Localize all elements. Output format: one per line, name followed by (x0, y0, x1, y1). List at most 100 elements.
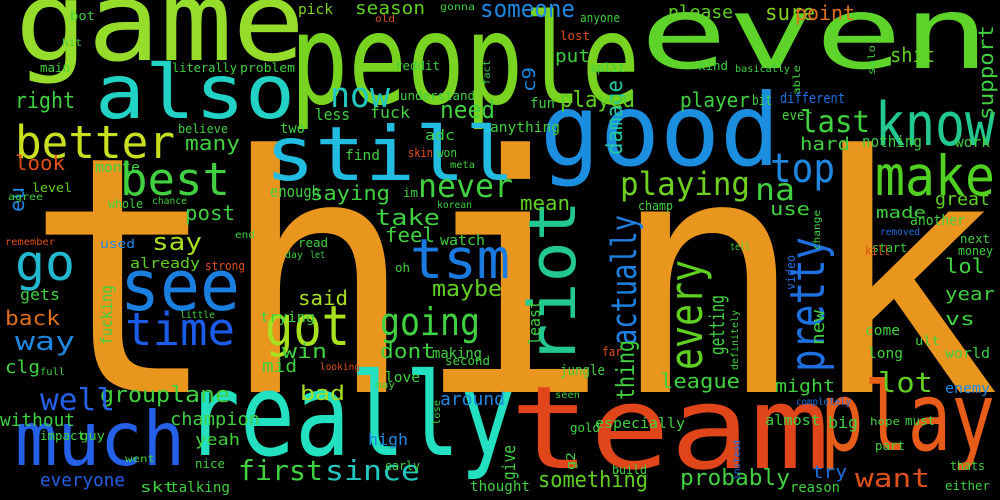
word: take (375, 206, 440, 231)
word: removed (880, 227, 920, 238)
word: basically (735, 64, 790, 75)
word: big (828, 413, 858, 432)
word: c9 (519, 67, 540, 92)
word: might (775, 376, 835, 397)
word: also (95, 48, 295, 136)
word: impact (40, 429, 85, 443)
word: last (800, 105, 870, 140)
word: actually (605, 215, 645, 345)
word: thats (950, 459, 985, 473)
word: never (418, 167, 513, 205)
word: want (855, 464, 930, 494)
word: still (265, 110, 515, 198)
word: lost (560, 29, 590, 43)
word: mean (520, 191, 570, 215)
word: enemy (945, 381, 990, 397)
word: least (525, 300, 544, 345)
word: think (25, 86, 1000, 470)
word: let (310, 250, 325, 261)
word: change (812, 210, 823, 250)
word: play (820, 363, 995, 473)
word: even (640, 0, 990, 92)
word: watch (440, 233, 485, 249)
word: mid (262, 356, 297, 377)
word: won (437, 146, 457, 160)
word: old (375, 14, 395, 25)
word: champion (170, 409, 260, 430)
word: gets (20, 285, 60, 304)
word: first (238, 454, 323, 487)
word: nice (195, 457, 225, 471)
word: little (180, 310, 215, 321)
word: since (325, 454, 420, 487)
word: split (590, 61, 625, 75)
word: oh (395, 261, 410, 275)
word: high (368, 430, 408, 449)
word: hit (62, 38, 82, 49)
word: early (385, 459, 420, 473)
word: everyone (40, 470, 125, 491)
word: kind (698, 59, 728, 73)
word: season (355, 0, 425, 19)
word: find (345, 148, 380, 164)
word: next (960, 232, 990, 246)
word: thing (611, 340, 640, 400)
word: enough (270, 182, 320, 201)
word: game (15, 0, 305, 86)
word: read (298, 236, 328, 250)
word: sure (765, 1, 815, 26)
word: around (440, 389, 505, 410)
word: pick (298, 2, 334, 18)
word: able (792, 65, 803, 95)
word: lose (432, 400, 443, 425)
word: said (298, 286, 348, 310)
word: time (125, 303, 235, 356)
word: put (555, 46, 590, 67)
word: definitely (730, 310, 741, 370)
word: maybe (432, 277, 502, 302)
word: end (235, 230, 255, 241)
word: different (780, 91, 845, 107)
word: player (680, 88, 750, 112)
word: right (15, 89, 75, 114)
word: give (499, 445, 520, 480)
word: hope (870, 415, 900, 428)
word: meta (450, 160, 475, 171)
word: probably (680, 466, 790, 491)
word: almost (765, 413, 820, 429)
word: solo (867, 45, 878, 75)
word: lol (945, 254, 985, 278)
word: especially (595, 416, 685, 432)
word: monte (95, 160, 140, 176)
word: gold (570, 421, 600, 435)
word: video (784, 255, 798, 290)
word: g2 (564, 452, 578, 470)
word: completely (796, 397, 851, 408)
word: adc (425, 128, 455, 144)
word: long (868, 346, 903, 362)
word: great (935, 189, 990, 210)
word: gonna (440, 2, 475, 13)
word: see (120, 245, 240, 327)
word: league (660, 369, 740, 393)
word: need (440, 96, 495, 124)
word: playing (620, 165, 750, 203)
word: lot (878, 366, 933, 399)
word: part (875, 439, 905, 453)
word: instead (732, 440, 743, 480)
word: got (265, 294, 350, 358)
word: remember (5, 237, 55, 248)
word: strong (205, 259, 245, 273)
word: dont (380, 339, 435, 363)
word: went (125, 454, 155, 465)
word: post (185, 201, 235, 225)
word: back (5, 306, 60, 330)
word: understand (400, 89, 475, 103)
word: vs (945, 309, 975, 330)
word: new (808, 310, 829, 345)
word: someone (480, 0, 575, 23)
word: far (602, 345, 622, 359)
word: trying (260, 310, 315, 326)
word: nothing (862, 132, 922, 151)
